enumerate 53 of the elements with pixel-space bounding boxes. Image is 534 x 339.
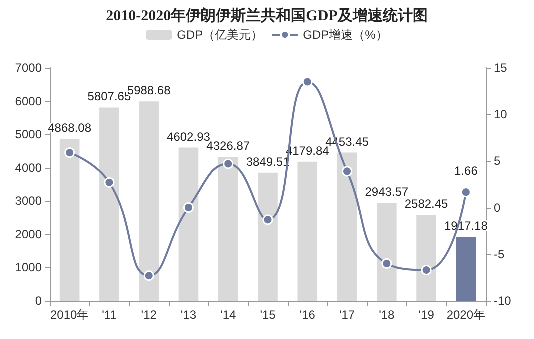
- y2-tick-label: -10: [494, 294, 512, 308]
- point: [302, 76, 313, 88]
- y-tick-label: 5000: [15, 128, 42, 142]
- x-tick-label: '18: [379, 308, 396, 322]
- point: [382, 258, 392, 269]
- y-tick-label: 1000: [15, 260, 42, 275]
- x-tick-label: '19: [418, 308, 435, 322]
- point: [421, 264, 432, 276]
- point: [183, 202, 194, 214]
- legend-label: GDP（亿美元）: [177, 28, 264, 42]
- x-tick-label: 2010年: [50, 308, 90, 322]
- y2-tick-label: 10: [494, 108, 508, 122]
- point: [104, 177, 115, 188]
- data-label: 2943.57: [365, 185, 409, 200]
- y-tick-label: 4000: [15, 160, 42, 175]
- x-tick-label: '16: [300, 308, 316, 322]
- point: [262, 214, 274, 226]
- x-tick-label: 2020年: [446, 308, 486, 322]
- chart-title: 2010-2020年伊朗伊斯兰共和国GDP及增速统计图: [106, 6, 428, 24]
- bar: [377, 203, 397, 301]
- x-tick-label: '14: [220, 308, 237, 322]
- x-tick-label: '11: [102, 308, 118, 322]
- point: [223, 158, 234, 170]
- data-label: 1.66: [454, 164, 478, 178]
- y2-tick-label: -5: [494, 247, 505, 262]
- bar: [258, 172, 278, 301]
- x-tick-label: '15: [260, 308, 276, 322]
- x-tick-label: '17: [339, 308, 356, 322]
- point: [342, 166, 353, 177]
- y-tick-label: 6000: [15, 94, 42, 108]
- bar: [178, 148, 199, 301]
- point: [64, 148, 76, 158]
- bar: [60, 138, 80, 301]
- y2-tick-label: 15: [494, 61, 508, 75]
- x-tick-label: '12: [141, 308, 158, 322]
- y-tick-label: 3000: [15, 194, 42, 208]
- bar: [416, 215, 436, 301]
- bar: [337, 152, 358, 301]
- point: [144, 270, 154, 282]
- bar: [298, 162, 318, 301]
- bar: [139, 102, 159, 301]
- y2-tick-label: 0: [494, 200, 501, 215]
- y2-tick-label: 5: [494, 154, 501, 168]
- y-tick-label: 0: [35, 294, 42, 308]
- y-tick-label: 7000: [15, 61, 42, 75]
- bar: [218, 156, 238, 301]
- legend-label: GDP增速（%）: [303, 28, 388, 42]
- data-label: 4868.08: [48, 120, 92, 135]
- data-label: 2582.45: [404, 197, 449, 212]
- point: [460, 187, 472, 198]
- x-tick-label: '13: [180, 308, 197, 322]
- bar: [100, 108, 120, 301]
- y-tick-label: 2000: [15, 227, 42, 242]
